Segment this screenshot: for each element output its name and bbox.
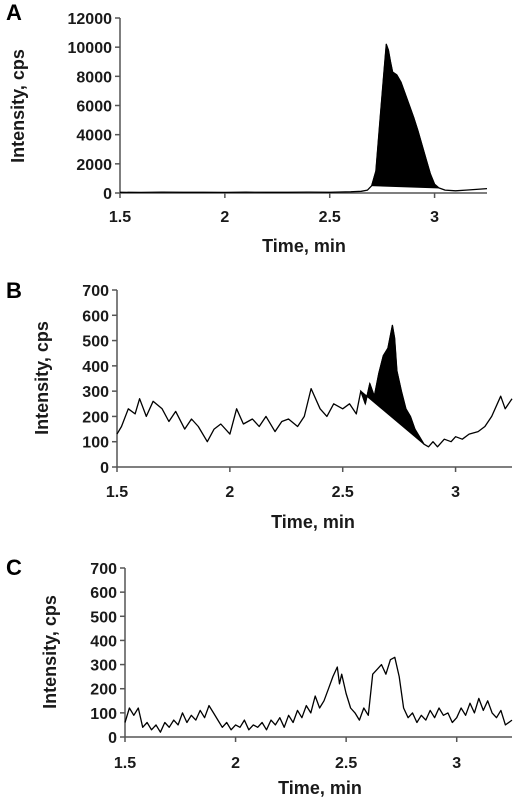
y-tick-label: 100 (90, 706, 117, 723)
y-tick-label: 0 (100, 460, 109, 477)
panel-letter-c: C (6, 555, 22, 580)
y-tick-label: 500 (90, 609, 117, 626)
x-tick-label: 1.5 (109, 209, 131, 226)
y-tick-label: 0 (103, 186, 112, 203)
panel-letter-a: A (6, 0, 22, 25)
intensity-trace-a (119, 43, 488, 194)
y-tick-label: 700 (82, 283, 109, 300)
y-tick-label: 500 (82, 334, 109, 351)
panel-letter-b: B (6, 278, 22, 303)
y-axis-title-c: Intensity, cps (40, 595, 60, 709)
chromatogram-panel-a: A Intensity, cps Time, min 0 2000 4000 6000… (6, 0, 488, 256)
y-tick-label: 100 (82, 435, 109, 452)
y-tick-label: 12000 (68, 11, 113, 28)
x-tick-label: 2.5 (335, 755, 357, 772)
x-tick-label: 2 (220, 209, 229, 226)
y-tick-label: 8000 (76, 69, 112, 86)
y-tick-label: 400 (90, 633, 117, 650)
plot-area-a (119, 43, 488, 194)
plot-area-b (116, 324, 513, 448)
axis-ticks-c: 0 100 200 300 400 500 600 700 1.5 2 2.5 3 (90, 561, 512, 772)
x-tick-label: 3 (452, 755, 461, 772)
y-tick-label: 2000 (76, 157, 112, 174)
x-tick-label: 2 (231, 755, 240, 772)
chromatogram-panel-c: C Intensity, cps Time, min 0 100 200 300 400… (6, 555, 513, 798)
y-tick-label: 300 (90, 658, 117, 675)
axis-ticks-b: 0 100 200 300 400 500 600 700 1.5 2 2.5 3 (82, 283, 512, 501)
y-tick-label: 300 (82, 384, 109, 401)
y-axis-title-a: Intensity, cps (8, 49, 28, 163)
x-tick-label: 1.5 (114, 755, 136, 772)
x-tick-label: 3 (430, 209, 439, 226)
y-tick-label: 200 (90, 682, 117, 699)
y-tick-label: 200 (82, 409, 109, 426)
x-axis-title-b: Time, min (271, 512, 355, 532)
x-tick-label: 2.5 (319, 209, 341, 226)
x-tick-label: 2.5 (332, 484, 354, 501)
y-tick-label: 700 (90, 561, 117, 578)
intensity-trace-b (116, 324, 513, 448)
y-tick-label: 0 (108, 730, 117, 747)
x-tick-label: 3 (451, 484, 460, 501)
chromatogram-panel-b: B Intensity, cps Time, min 0 100 200 300 400… (6, 278, 513, 532)
axis-ticks-a: 0 2000 4000 6000 8000 10000 12000 1.5 2 2.5 3 (68, 11, 487, 226)
y-tick-label: 6000 (76, 99, 112, 116)
x-tick-label: 2 (225, 484, 234, 501)
y-tick-label: 600 (90, 585, 117, 602)
x-tick-label: 1.5 (106, 484, 128, 501)
y-tick-label: 10000 (68, 40, 113, 57)
plot-area-c (124, 656, 513, 733)
y-tick-label: 600 (82, 308, 109, 325)
y-axis-title-b: Intensity, cps (32, 321, 52, 435)
x-axis-title-c: Time, min (278, 778, 362, 798)
y-tick-label: 400 (82, 359, 109, 376)
x-axis-title-a: Time, min (262, 236, 346, 256)
y-tick-label: 4000 (76, 128, 112, 145)
intensity-trace-c (124, 656, 513, 733)
